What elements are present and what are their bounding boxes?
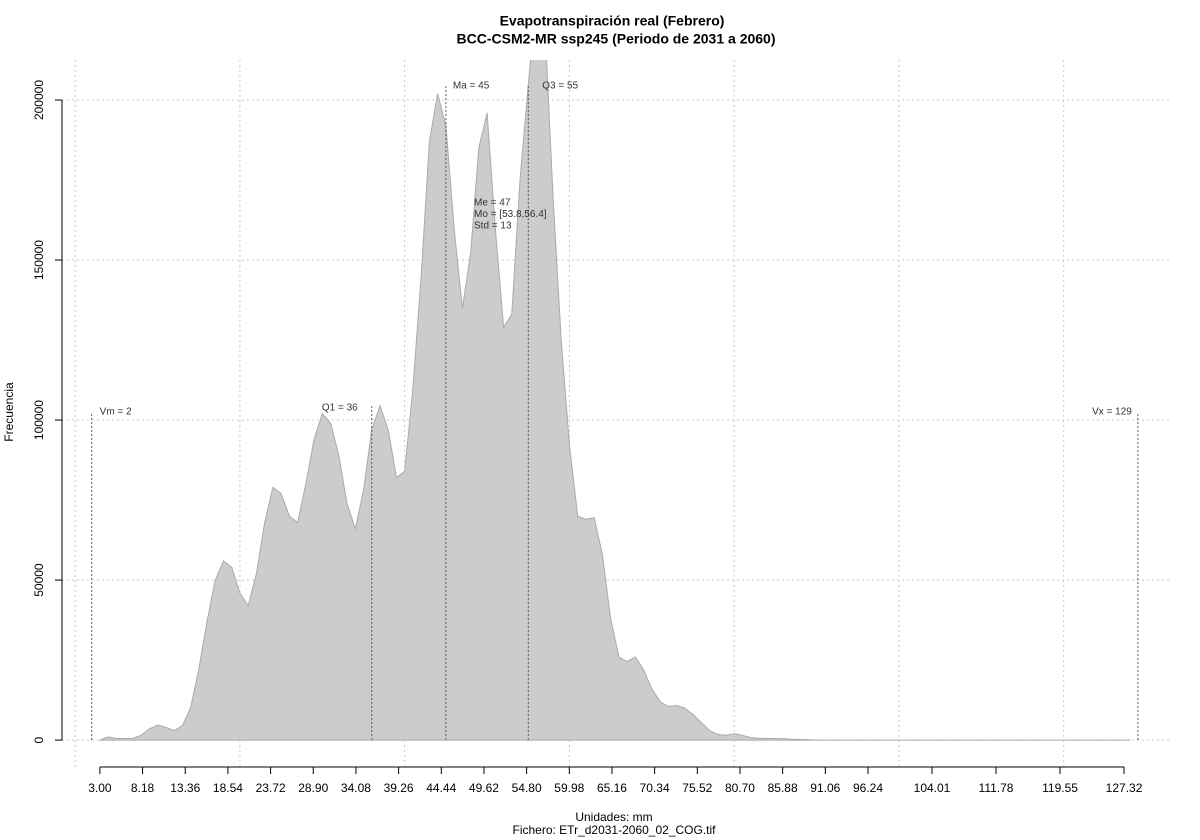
x-tick-label: 96.24 <box>853 781 883 795</box>
x-tick-label: 39.26 <box>384 781 414 795</box>
stat-label: Mo = [53.8,56.4] <box>474 209 547 220</box>
y-tick-label: 150000 <box>32 240 46 280</box>
annotation-label: Q1 = 36 <box>322 403 358 414</box>
x-tick-label: 127.32 <box>1106 781 1143 795</box>
stat-label: Me = 47 <box>474 198 511 209</box>
y-axis-label: Frecuencia <box>2 382 16 442</box>
x-axis-label: Unidades: mm <box>575 810 652 824</box>
caption: Fichero: ETr_d2031-2060_02_COG.tif <box>513 823 717 837</box>
x-tick-label: 49.62 <box>469 781 499 795</box>
x-tick-label: 13.36 <box>170 781 200 795</box>
x-tick-label: 85.88 <box>768 781 798 795</box>
x-tick-label: 54.80 <box>512 781 542 795</box>
x-tick-label: 119.55 <box>1042 781 1078 795</box>
x-tick-label: 104.01 <box>914 781 951 795</box>
annotation-label: Vx = 129 <box>1092 407 1132 418</box>
y-tick-label: 0 <box>32 736 46 743</box>
x-tick-label: 80.70 <box>725 781 755 795</box>
y-tick-label: 100000 <box>32 400 46 440</box>
x-tick-label: 111.78 <box>979 781 1014 795</box>
x-tick-label: 75.52 <box>682 781 712 795</box>
x-tick-label: 44.44 <box>426 781 456 795</box>
stat-label: Std = 13 <box>474 221 512 232</box>
x-tick-label: 65.16 <box>597 781 627 795</box>
x-tick-label: 91.06 <box>810 781 840 795</box>
y-tick-label: 200000 <box>32 80 46 120</box>
x-tick-label: 59.98 <box>554 781 584 795</box>
annotation-label: Ma = 45 <box>453 81 490 92</box>
x-tick-label: 34.08 <box>341 781 371 795</box>
chart-title: Evapotranspiración real (Febrero) <box>500 13 725 29</box>
chart-subtitle: BCC-CSM2-MR ssp245 (Periodo de 2031 a 20… <box>457 31 776 47</box>
x-tick-label: 70.34 <box>640 781 670 795</box>
annotation-label: Vm = 2 <box>100 407 132 418</box>
x-tick-label: 3.00 <box>88 781 112 795</box>
x-tick-label: 18.54 <box>213 781 243 795</box>
x-tick-label: 23.72 <box>256 781 286 795</box>
annotation-label: Q3 = 55 <box>542 81 578 92</box>
x-tick-label: 28.90 <box>298 781 328 795</box>
area <box>99 60 1131 741</box>
x-tick-label: 8.18 <box>131 781 155 795</box>
y-tick-label: 50000 <box>32 563 46 597</box>
